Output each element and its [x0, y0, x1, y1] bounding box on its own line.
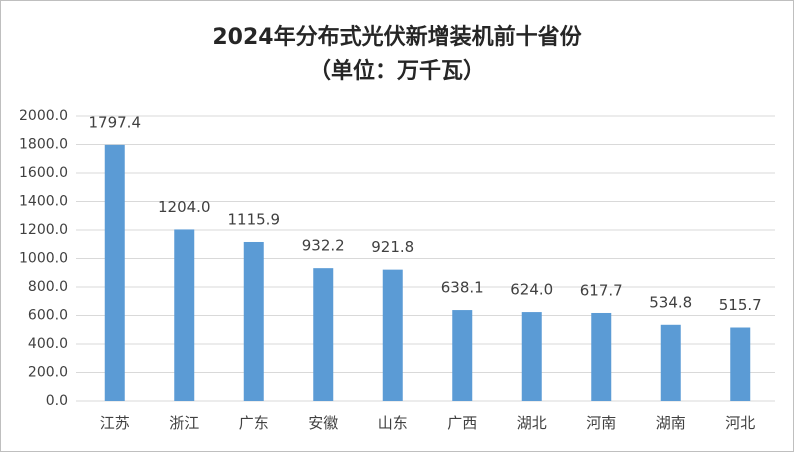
x-tick-label: 河北: [725, 414, 755, 432]
chart-title: 2024年分布式光伏新增装机前十省份: [212, 24, 582, 50]
value-label: 534.8: [649, 293, 692, 311]
value-label: 1797.4: [89, 113, 142, 131]
y-tick-label: 800.0: [28, 279, 68, 295]
bar: [382, 269, 403, 401]
bar: [521, 312, 542, 401]
x-tick-label: 湖南: [656, 414, 686, 432]
bar: [313, 268, 334, 401]
value-label: 515.7: [719, 296, 762, 314]
value-label: 932.2: [302, 237, 345, 255]
x-tick-label: 江苏: [100, 414, 130, 432]
x-tick-label: 河南: [586, 414, 616, 432]
y-tick-label: 1200.0: [19, 222, 68, 238]
y-tick-label: 0.0: [46, 393, 68, 409]
chart-subtitle: （单位：万千瓦）: [309, 58, 485, 84]
value-label: 617.7: [580, 281, 623, 299]
bar: [174, 229, 195, 401]
y-tick-label: 600.0: [28, 308, 68, 324]
bar: [104, 144, 125, 402]
bar: [730, 327, 751, 401]
bar: [452, 310, 473, 401]
x-tick-label: 安徽: [308, 414, 338, 432]
x-tick-label: 湖北: [517, 414, 547, 432]
value-label: 624.0: [510, 281, 553, 299]
value-label: 1204.0: [158, 198, 211, 216]
y-tick-label: 2000.0: [19, 108, 68, 124]
y-tick-label: 1600.0: [19, 165, 68, 181]
value-label: 921.8: [371, 238, 414, 256]
value-label: 638.1: [441, 279, 484, 297]
x-tick-label: 广东: [239, 414, 269, 432]
y-tick-label: 1400.0: [19, 194, 68, 210]
value-label: 1115.9: [228, 210, 281, 228]
y-tick-label: 400.0: [28, 336, 68, 352]
x-tick-label: 山东: [378, 414, 408, 432]
bar: [243, 241, 264, 401]
y-tick-label: 200.0: [28, 365, 68, 381]
bar: [660, 324, 681, 401]
x-tick-label: 广西: [447, 414, 477, 432]
y-tick-label: 1800.0: [19, 137, 68, 153]
y-tick-label: 1000.0: [19, 251, 68, 267]
bar: [591, 312, 612, 401]
x-tick-label: 浙江: [169, 414, 199, 432]
